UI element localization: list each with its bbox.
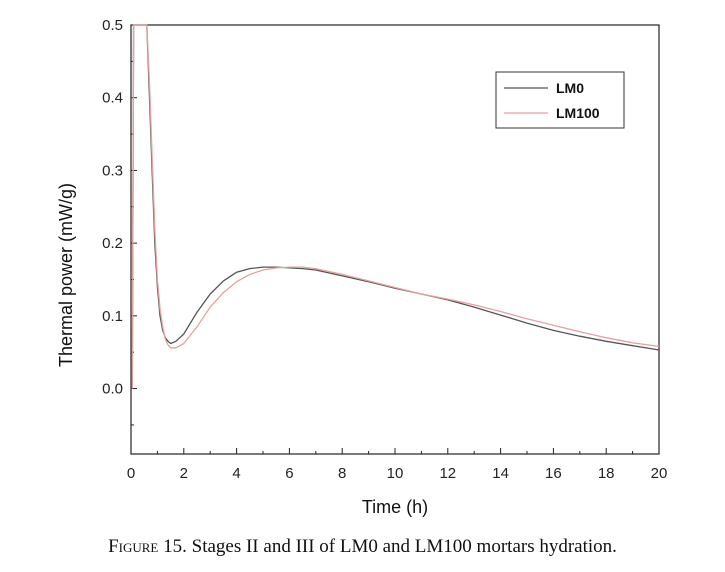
caption-text: Stages II and III of LM0 and LM100 morta… [186, 536, 617, 557]
y-tick-label: 0.0 [102, 381, 123, 398]
legend-box [495, 71, 625, 129]
x-tick-label: 18 [598, 465, 615, 482]
x-tick-label: 20 [651, 465, 668, 482]
figure-label: Figure 15. [108, 536, 187, 557]
x-tick-label: 0 [127, 465, 135, 482]
y-tick-label: 0.2 [102, 235, 123, 252]
x-tick-label: 16 [545, 465, 562, 482]
y-axis-label: Thermal power (mW/g) [56, 183, 76, 367]
x-tick-label: 6 [285, 465, 293, 482]
x-axis-label: Time (h) [362, 497, 428, 517]
x-tick-label: 2 [180, 465, 188, 482]
legend-label-lm100: LM100 [556, 105, 600, 121]
x-tick-label: 10 [387, 465, 404, 482]
legend: LM0 LM100 [495, 71, 625, 129]
series-lines [131, 24, 660, 389]
x-tick-label: 12 [439, 465, 456, 482]
figure-caption: Figure 15. Stages II and III of LM0 and … [0, 536, 725, 558]
chart-svg: 0 2 4 6 8 10 12 14 16 18 20 0.0 0.1 0.2 0.3 0.4 0.5 Tim… [56, 17, 668, 517]
y-tick-label: 0.4 [102, 90, 123, 107]
y-tick-label: 0.1 [102, 308, 123, 325]
x-axis: 0 2 4 6 8 10 12 14 16 18 20 [127, 448, 668, 482]
x-tick-label: 8 [338, 465, 346, 482]
x-tick-label: 4 [232, 465, 240, 482]
y-tick-label: 0.5 [102, 17, 123, 34]
series-line-lm100 [131, 24, 660, 389]
y-tick-label: 0.3 [102, 162, 123, 179]
y-axis: 0.0 0.1 0.2 0.3 0.4 0.5 [102, 17, 137, 426]
legend-label-lm0: LM0 [556, 80, 584, 96]
x-tick-label: 14 [492, 465, 509, 482]
